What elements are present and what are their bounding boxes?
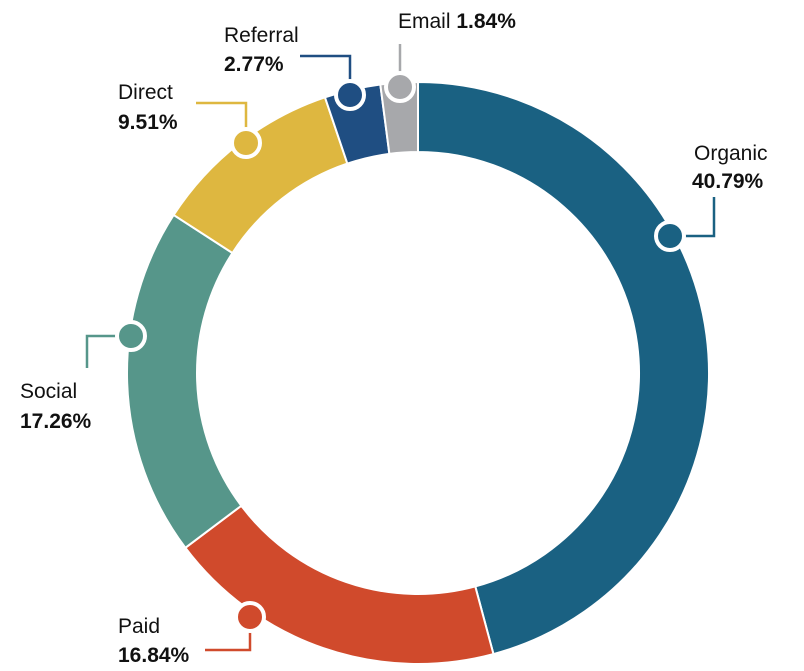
value-label: 9.51% <box>118 111 178 134</box>
donut-segment <box>172 96 349 255</box>
value-label: 16.84% <box>118 644 190 667</box>
segment-label: Social <box>20 380 77 403</box>
donut-segment <box>183 504 495 665</box>
segment-label: Email <box>398 10 451 33</box>
donut-segment <box>417 80 710 656</box>
label-dot <box>654 220 686 252</box>
label-dot <box>234 601 266 633</box>
segment-label-group: Email 1.84% <box>398 10 516 33</box>
value-label: 1.84% <box>456 10 516 33</box>
segment-label: Referral <box>224 24 299 47</box>
segment-label: Direct <box>118 81 173 104</box>
segment-label: Paid <box>118 615 160 638</box>
label-dot <box>230 127 262 159</box>
label-dot <box>334 79 366 111</box>
donut-segment <box>126 213 243 550</box>
value-label: 17.26% <box>20 410 92 433</box>
value-label: 2.77% <box>224 53 284 76</box>
label-dot <box>115 320 147 352</box>
segment-label: Organic <box>694 142 768 165</box>
label-dot <box>384 71 416 103</box>
value-label: 40.79% <box>692 170 764 193</box>
